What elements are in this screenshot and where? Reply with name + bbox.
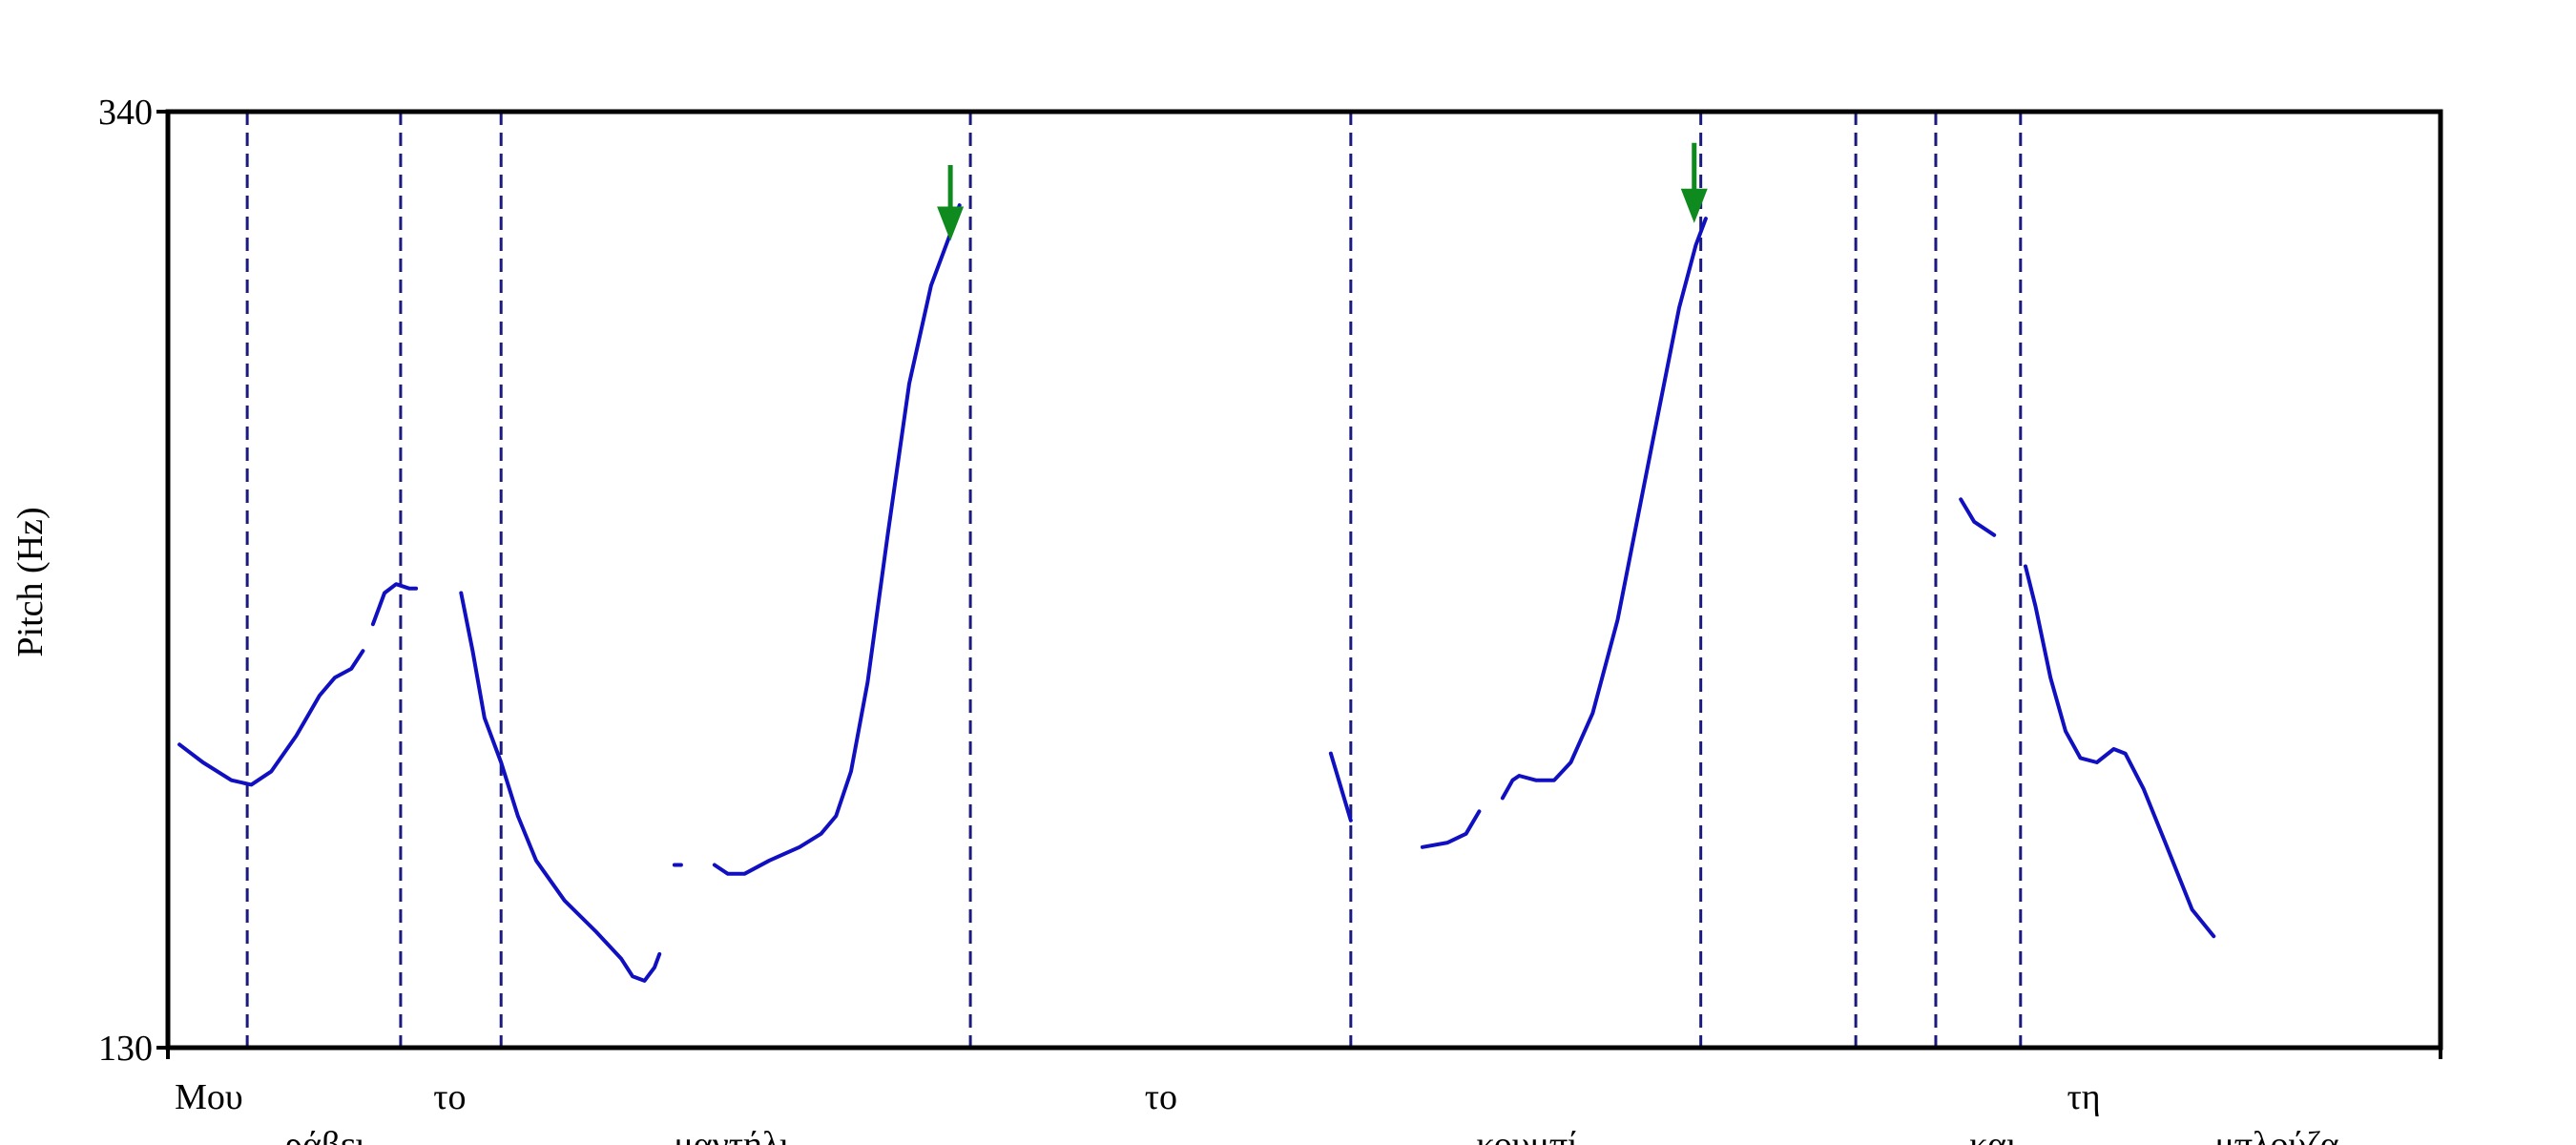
- word-label-8: μπλούζα.: [2214, 1125, 2348, 1145]
- word-label-7: τη: [2067, 1077, 2100, 1117]
- word-label-3: μαντήλι,: [674, 1125, 798, 1145]
- accent-arrow-head: [1680, 188, 1708, 223]
- word-label-0: Μου: [175, 1077, 243, 1117]
- pitch-segment-1: [370, 582, 419, 627]
- axis-ticks: 130 340: [98, 93, 2442, 1069]
- word-label-4: το: [1145, 1077, 1177, 1117]
- word-labels: Μου ράβει το μαντήλι, το κουμπί και τη μπλούζα.: [175, 1077, 2348, 1145]
- y-tick-label-0: 130: [98, 1029, 153, 1069]
- word-boundaries: [245, 112, 2023, 1048]
- word-label-1: ράβει: [284, 1125, 365, 1145]
- plot-frame: [165, 109, 2443, 1051]
- pitch-segment-7: [1500, 217, 1708, 801]
- pitch-segment-9: [2024, 564, 2216, 939]
- pitch-curves: [177, 203, 2216, 983]
- pitch-segment-5: [1328, 751, 1353, 822]
- y-axis-label: Pitch (Hz): [10, 507, 51, 656]
- pitch-segment-8: [1959, 497, 1997, 537]
- y-tick-label-1: 340: [98, 93, 153, 133]
- word-label-6: και: [1969, 1125, 2017, 1145]
- word-label-2: το: [433, 1077, 466, 1117]
- pitch-segment-6: [1420, 809, 1482, 849]
- pitch-segment-4: [712, 203, 962, 876]
- pitch-segment-2: [459, 591, 662, 983]
- accent-arrow-0: [937, 165, 965, 241]
- pitch-segment-0: [177, 649, 365, 787]
- accent-arrow-1: [1680, 142, 1708, 223]
- word-label-5: κουμπί: [1476, 1125, 1578, 1145]
- accent-arrow-head: [937, 206, 965, 241]
- accent-arrows: [937, 142, 1708, 241]
